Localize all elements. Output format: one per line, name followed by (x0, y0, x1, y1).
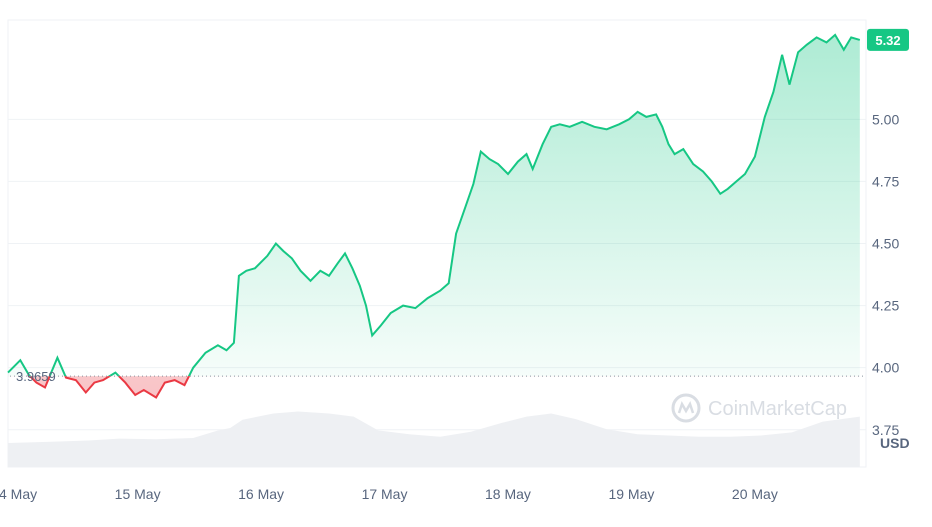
price-area-up (8, 34, 860, 377)
watermark: CoinMarketCap (671, 393, 847, 423)
last-price-value: 5.32 (875, 33, 900, 48)
volume-area (8, 411, 860, 467)
x-tick-label: 18 May (485, 486, 531, 502)
y-tick-label: 4.00 (872, 360, 899, 376)
currency-unit-label: USD (880, 435, 910, 451)
price-line-up (7, 33, 861, 377)
y-tick-label: 3.75 (872, 422, 899, 438)
x-tick-label: 15 May (115, 486, 161, 502)
x-tick-label: 16 May (238, 486, 284, 502)
watermark-text: CoinMarketCap (708, 398, 847, 420)
x-tick-label: 19 May (608, 486, 654, 502)
x-tick-label: 17 May (362, 486, 408, 502)
last-price-badge-bg (867, 28, 909, 51)
price-line-down (28, 376, 191, 399)
y-tick-label: 4.50 (872, 236, 899, 252)
y-tick-label: 4.25 (872, 298, 899, 314)
coinmarketcap-logo-icon (671, 393, 701, 423)
y-tick-label: 4.75 (872, 173, 899, 189)
y-axis: 3.75 4.00 4.25 4.50 4.75 5.00 (872, 111, 899, 437)
price-area-down (8, 376, 860, 398)
reference-price-label: 3.9659 (16, 369, 56, 384)
y-tick-label: 5.00 (872, 111, 899, 127)
x-tick-label: 20 May (732, 486, 778, 502)
x-tick-label: 14 May (0, 486, 37, 502)
x-axis: 14 May 15 May 16 May 17 May 18 May 19 May 20 M… (0, 486, 778, 502)
last-price-badge: 5.32 (867, 28, 909, 51)
